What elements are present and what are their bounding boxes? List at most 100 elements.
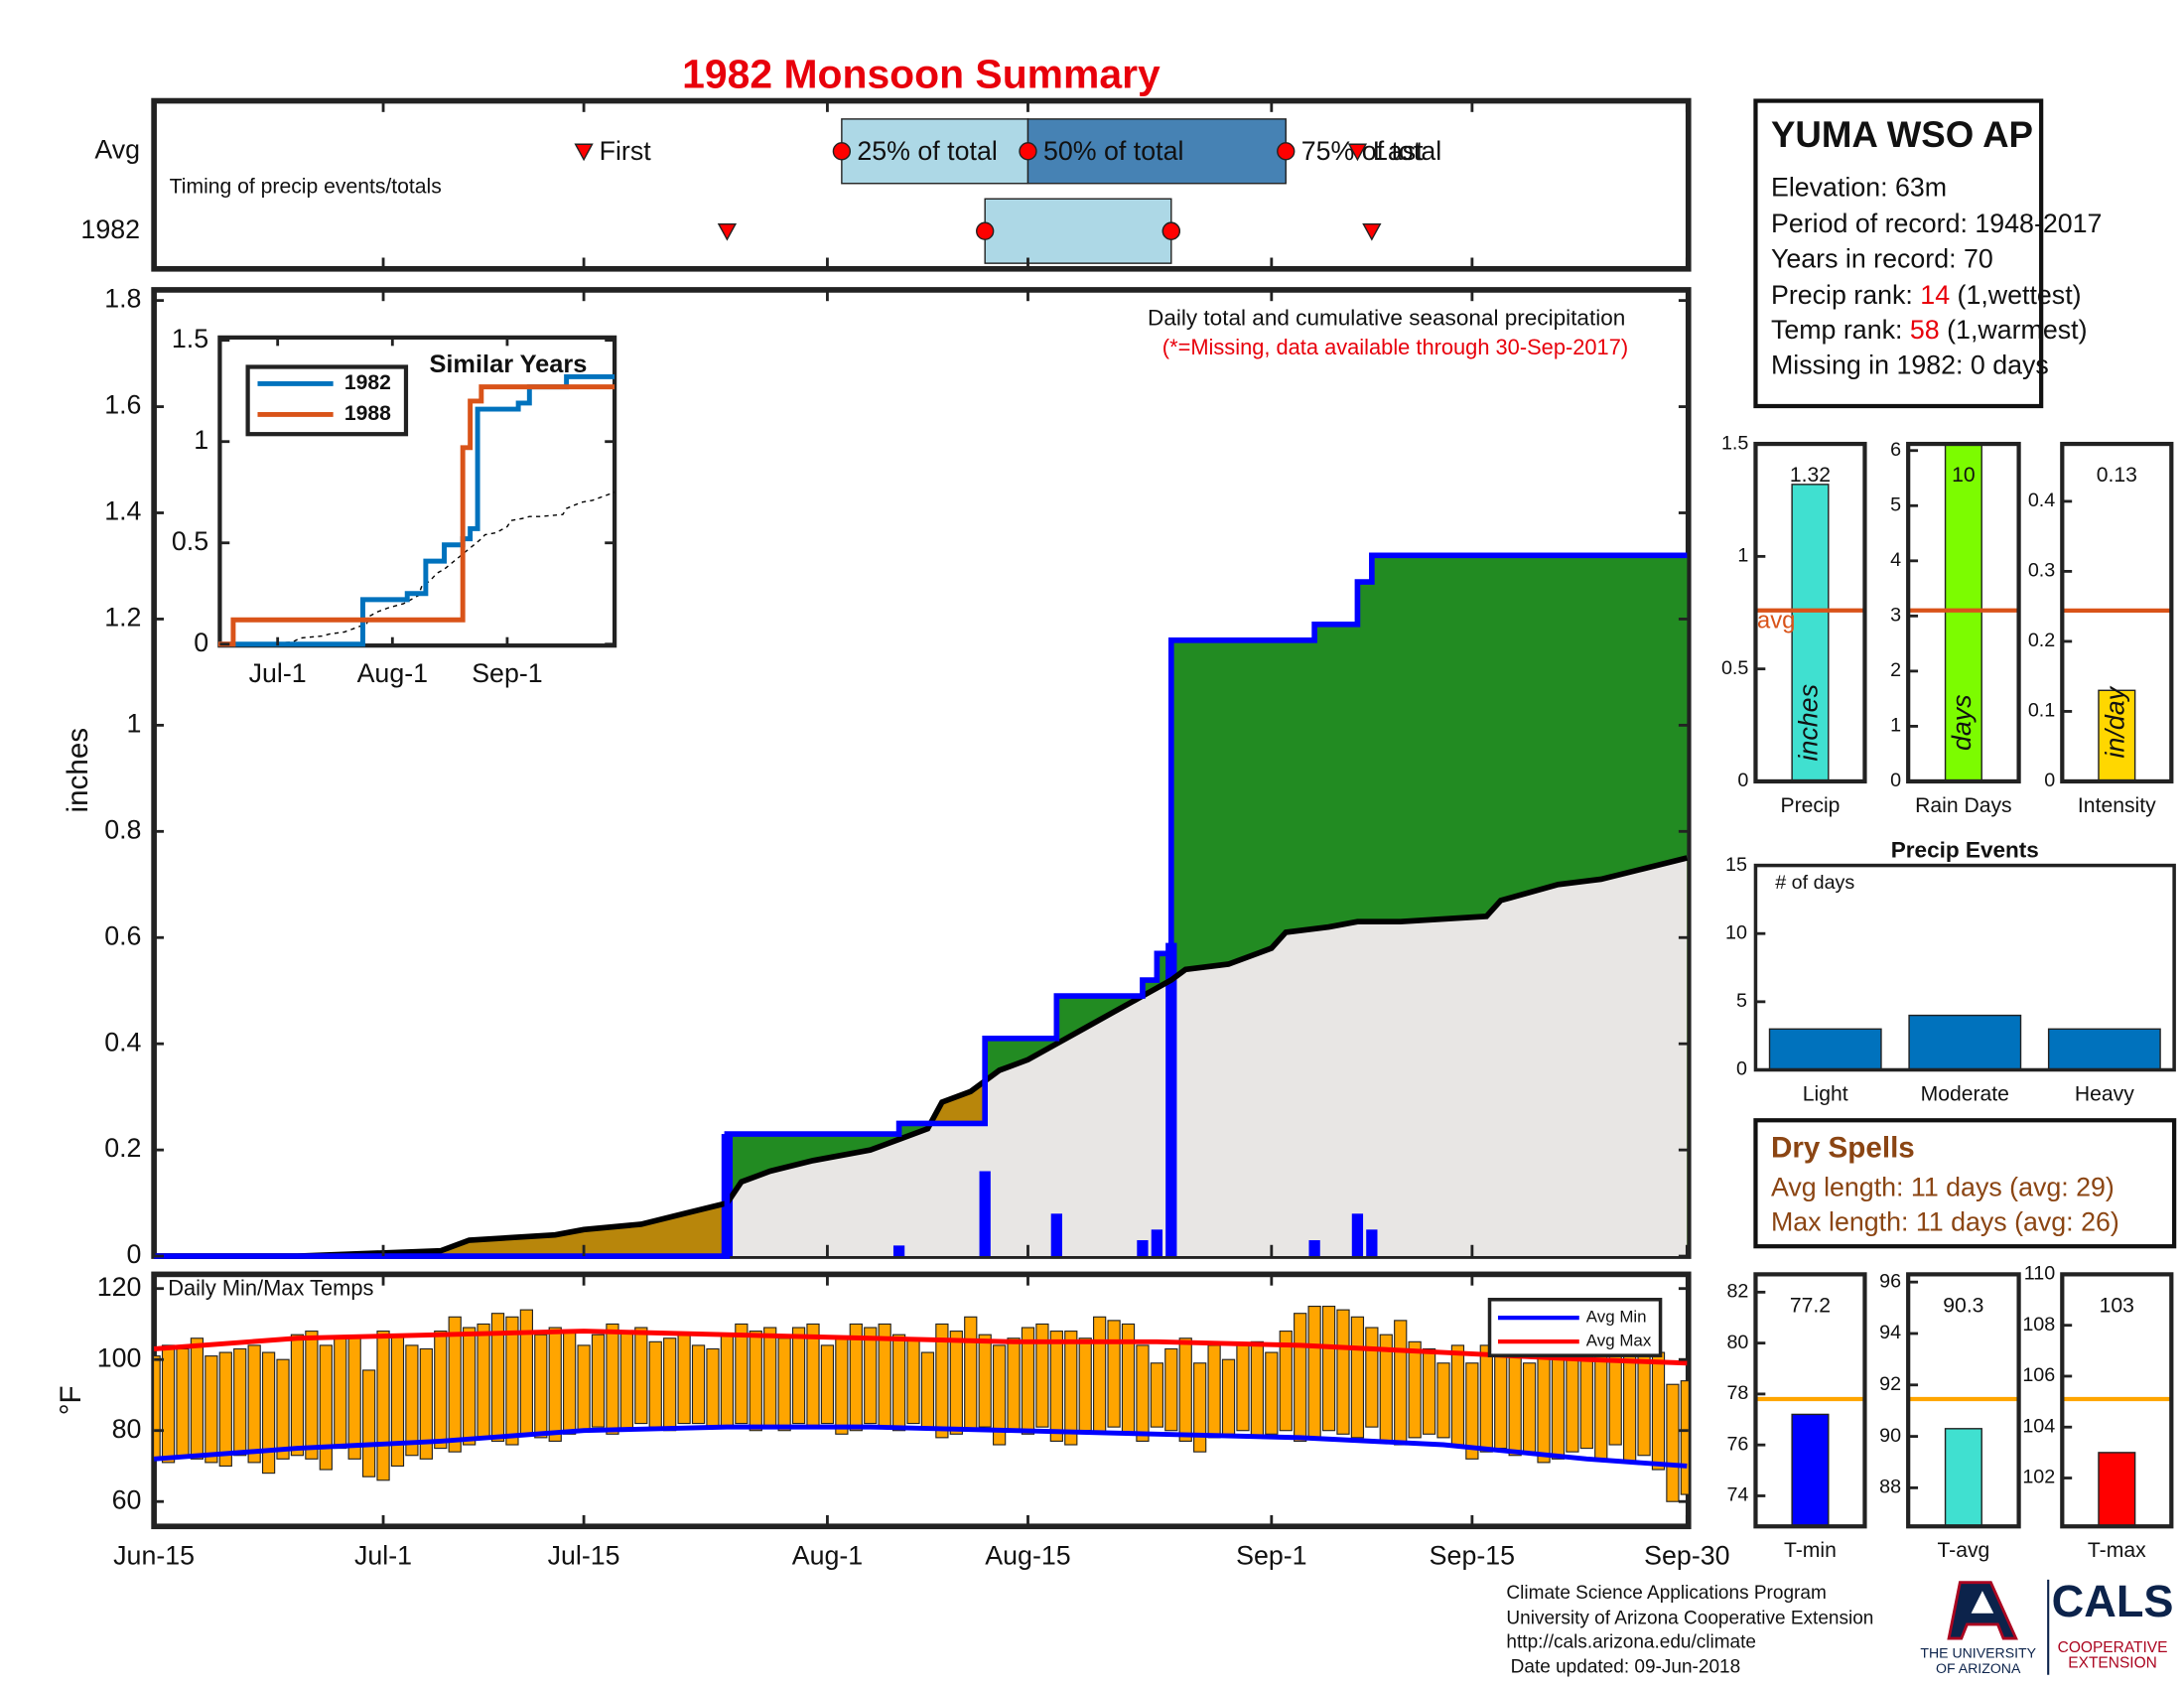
daily-bar bbox=[979, 1171, 991, 1257]
marker-label: 75% of total bbox=[1301, 136, 1441, 166]
temp-range-bar bbox=[577, 1344, 591, 1432]
y-tick-label: 1.2 bbox=[104, 603, 141, 633]
row-label: 1982 bbox=[80, 214, 140, 244]
y-tick-label: 2 bbox=[1890, 659, 1901, 681]
y-tick-label: 0.6 bbox=[104, 920, 141, 950]
temp-range-bar bbox=[1064, 1331, 1078, 1446]
temp-range-bar bbox=[247, 1344, 261, 1464]
total-marker bbox=[1277, 142, 1296, 161]
temp-range-bar bbox=[1150, 1362, 1163, 1428]
axes-frame bbox=[151, 97, 1692, 272]
y-tick-label: 100 bbox=[97, 1342, 142, 1372]
x-tick-label: Jul-15 bbox=[548, 1540, 620, 1570]
temp-range-bar bbox=[233, 1347, 247, 1457]
y-tick-label: 0.5 bbox=[1721, 657, 1748, 679]
axes-frame bbox=[2060, 441, 2174, 784]
axes-frame bbox=[2060, 1272, 2174, 1529]
total-marker bbox=[832, 142, 852, 161]
temp-range-bar bbox=[648, 1340, 662, 1428]
temp-range-bar bbox=[1450, 1344, 1465, 1446]
temp-range-bar bbox=[1221, 1358, 1236, 1435]
normal-area bbox=[154, 858, 1688, 1257]
temp-range-bar bbox=[1436, 1362, 1450, 1439]
temp-range-bar bbox=[749, 1331, 762, 1432]
logo-text: OF ARIZONA bbox=[1936, 1660, 2021, 1676]
y-tick-label: 3 bbox=[1890, 605, 1901, 627]
y-tick-label: 1 bbox=[127, 708, 142, 738]
temp-range-bar bbox=[706, 1347, 720, 1428]
temp-range-bar bbox=[490, 1313, 505, 1443]
legend-box bbox=[1487, 1298, 1663, 1357]
summary-bar bbox=[1791, 484, 1830, 781]
logo-text: THE UNIVERSITY bbox=[1920, 1644, 2036, 1660]
footer-line: http://cals.arizona.edu/climate bbox=[1506, 1631, 1756, 1652]
temp-range-bar bbox=[290, 1334, 305, 1457]
daily-bar bbox=[1050, 1213, 1062, 1257]
y-tick-label: 80 bbox=[1726, 1332, 1748, 1353]
summary-bar bbox=[1791, 1413, 1830, 1527]
temp-rank: Temp rank: 58 (1,warmest) bbox=[1771, 315, 2088, 345]
axes-frame bbox=[1753, 1272, 1867, 1529]
daily-bar bbox=[1351, 1213, 1364, 1257]
temp-range-bar bbox=[534, 1334, 548, 1439]
axes-frame bbox=[1753, 863, 2176, 1072]
footer-line: Date updated: 09-Jun-2018 bbox=[1511, 1657, 1741, 1678]
y-tick-label: 0 bbox=[1737, 770, 1748, 791]
temp-range-bar bbox=[619, 1331, 634, 1432]
y-tick-label: 92 bbox=[1879, 1373, 1901, 1395]
y-tick-label: 0 bbox=[194, 628, 208, 657]
daily-bar bbox=[892, 1245, 905, 1257]
value-label: 103 bbox=[2100, 1294, 2134, 1317]
y-tick-label: 0.1 bbox=[2028, 700, 2055, 722]
temp-range-bar bbox=[735, 1323, 749, 1425]
unit-label: days bbox=[1947, 694, 1977, 751]
y-tick-label: 0.2 bbox=[104, 1133, 141, 1163]
x-tick-label: Jul-1 bbox=[354, 1540, 412, 1570]
value-label: 10 bbox=[1952, 464, 1976, 487]
legend-label: 1988 bbox=[344, 402, 391, 425]
temp-range-bar bbox=[949, 1331, 963, 1435]
logo-a-counter bbox=[1971, 1591, 1994, 1614]
y-tick-label: 0.8 bbox=[104, 814, 141, 844]
y-tick-label: 0.5 bbox=[172, 526, 208, 556]
temp-range-bar bbox=[1350, 1316, 1365, 1439]
y-tick-label: 108 bbox=[2022, 1314, 2055, 1336]
temp-range-bar bbox=[334, 1337, 347, 1450]
temp-range-bar bbox=[519, 1309, 533, 1435]
station-name: YUMA WSO AP bbox=[1771, 114, 2033, 155]
summary-bar bbox=[2098, 689, 2136, 781]
y-tick-label: 88 bbox=[1879, 1477, 1901, 1498]
event-marker bbox=[574, 143, 594, 162]
y-tick-label: 0 bbox=[127, 1239, 142, 1269]
temp-range-bar bbox=[891, 1334, 906, 1432]
station-line: Period of record: 1948-2017 bbox=[1771, 209, 2102, 238]
temp-range-bar bbox=[992, 1344, 1007, 1446]
avg-temp-line bbox=[153, 1329, 1688, 1366]
y-tick-label: 6 bbox=[1890, 439, 1901, 461]
value-label: 0.13 bbox=[2097, 464, 2137, 487]
temp-range-bar bbox=[434, 1331, 448, 1450]
x-axis-label: T-max bbox=[2088, 1539, 2146, 1562]
rank-label: Precip rank: bbox=[1771, 280, 1913, 310]
temp-range-bar bbox=[806, 1323, 820, 1428]
x-tick-label: Aug-15 bbox=[985, 1540, 1070, 1570]
x-tick-label: Light bbox=[1803, 1082, 1848, 1105]
temp-range-bar bbox=[1207, 1344, 1221, 1439]
temp-range-bar bbox=[347, 1337, 361, 1460]
y-tick-label: 76 bbox=[1726, 1433, 1748, 1455]
legend-label: Avg Max bbox=[1586, 1332, 1652, 1350]
marker-label: 50% of total bbox=[1043, 136, 1183, 166]
logo-cals: CALS bbox=[2052, 1576, 2174, 1626]
y-tick-label: 80 bbox=[112, 1414, 142, 1444]
temp-range-bar bbox=[1365, 1327, 1379, 1428]
inset-title: Similar Years bbox=[429, 351, 587, 378]
total-marker bbox=[976, 221, 995, 240]
avg-line bbox=[218, 492, 615, 645]
temp-range-bar bbox=[276, 1358, 290, 1460]
y-axis-label: inches bbox=[62, 728, 94, 813]
y-tick-label: 1.4 bbox=[104, 496, 141, 526]
temp-range-bar bbox=[1279, 1331, 1293, 1432]
summary-bar bbox=[1944, 1428, 1982, 1527]
station-line: Elevation: 63m bbox=[1771, 172, 1947, 202]
